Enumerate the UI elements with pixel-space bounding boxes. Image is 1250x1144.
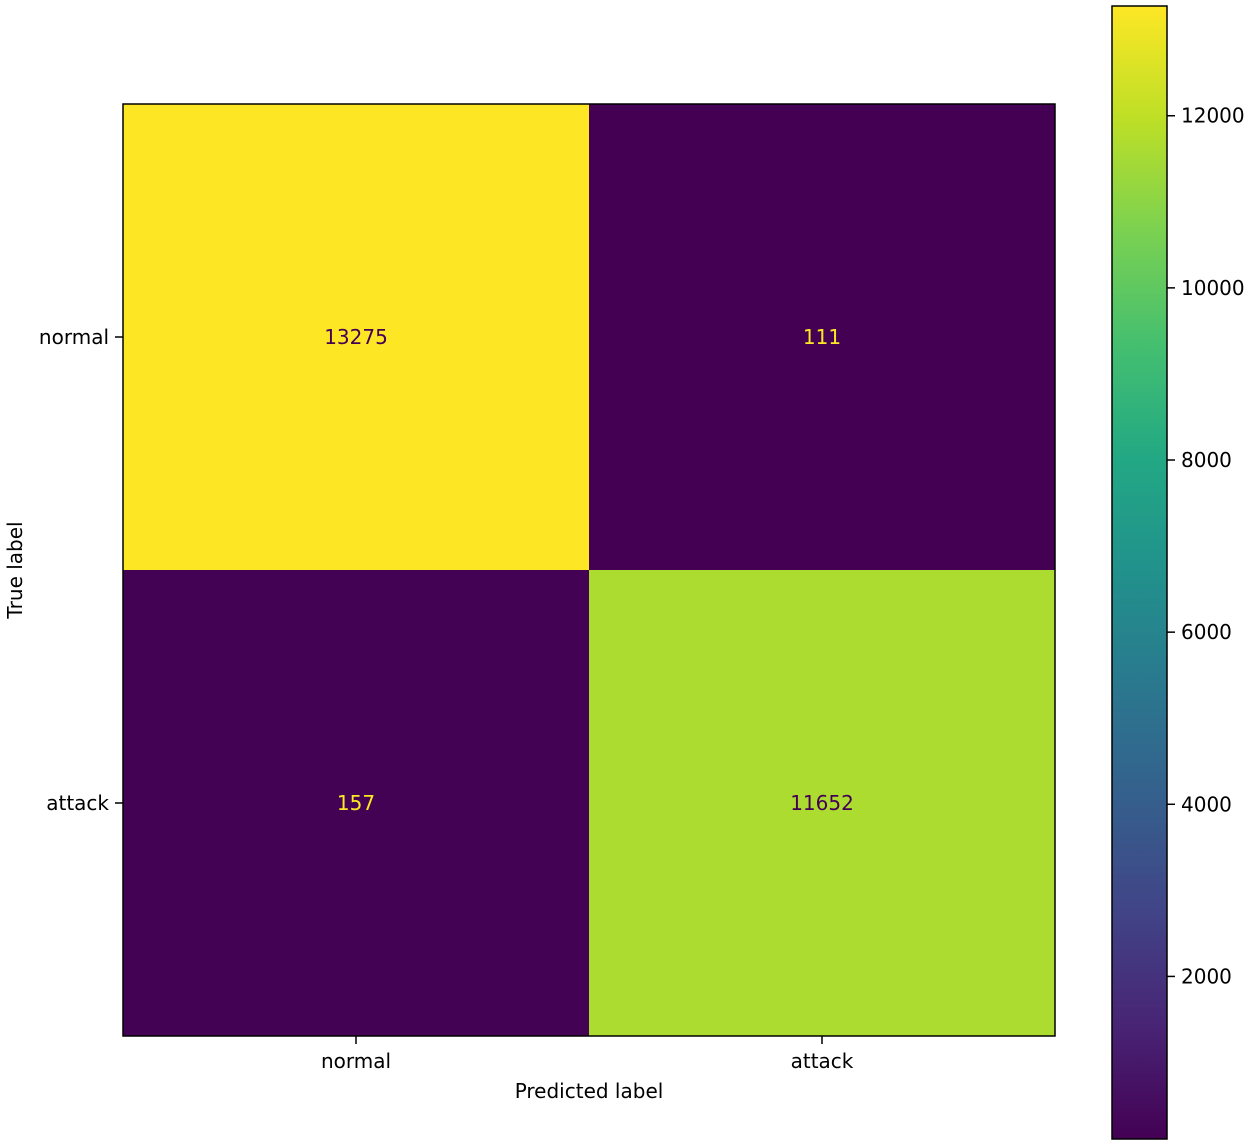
colorbar-tick-label: 8000: [1181, 448, 1232, 472]
x-tick-label: normal: [321, 1049, 391, 1073]
colorbar-tick-label: 10000: [1181, 276, 1245, 300]
y-tick-label: normal: [39, 325, 109, 349]
colorbar-tick-label: 12000: [1181, 104, 1245, 128]
heatmap-cell: [589, 570, 1055, 1036]
heatmap-cells: 13275 111 157 11652: [123, 104, 1055, 1036]
y-axis-label: True label: [3, 521, 27, 619]
heatmap-cell: [589, 104, 1055, 570]
y-tick-label: attack: [46, 791, 109, 815]
plot-frame: [122, 103, 1056, 1037]
colorbar-tick-label: 6000: [1181, 620, 1232, 644]
y-axis-ticks: normal attack: [39, 325, 123, 815]
x-axis-ticks: normal attack: [321, 1036, 854, 1073]
heatmap-cell: [123, 570, 589, 1036]
heatmap-cell: [123, 104, 589, 570]
cell-value-label: 157: [337, 791, 375, 815]
x-tick-label: attack: [791, 1049, 854, 1073]
colorbar-ticks: 2000 4000 6000 8000 10000 12000: [1167, 104, 1245, 988]
cell-value-label: 11652: [790, 791, 854, 815]
colorbar: [1111, 5, 1168, 1140]
cell-value-label: 111: [803, 325, 841, 349]
x-axis-label: Predicted label: [515, 1079, 664, 1103]
colorbar-tick-label: 4000: [1181, 792, 1232, 816]
colorbar-tick-label: 2000: [1181, 964, 1232, 988]
cell-value-label: 13275: [324, 325, 388, 349]
